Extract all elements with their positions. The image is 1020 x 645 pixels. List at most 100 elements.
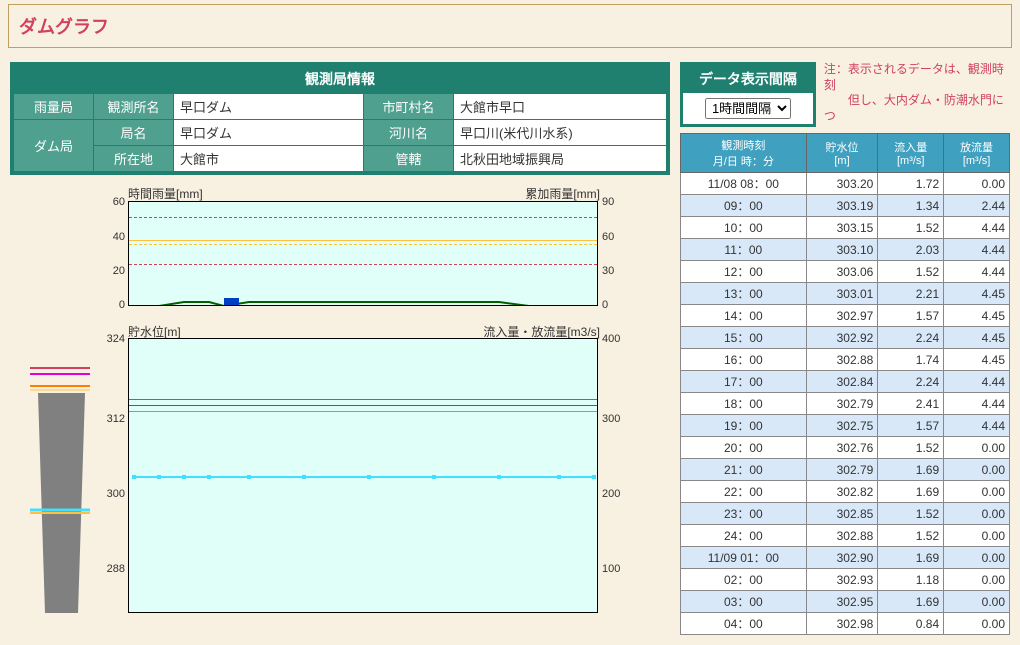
cell-time: 19：00	[681, 415, 807, 437]
cell-time: 20：00	[681, 437, 807, 459]
info-table: 雨量局 観測所名 早口ダム 市町村名 大館市早口 ダム局 局名 早口ダム 河川名…	[13, 93, 667, 172]
cell-outflow: 0.00	[944, 613, 1010, 635]
cell-inflow: 1.69	[878, 481, 944, 503]
cell-outflow: 4.45	[944, 283, 1010, 305]
cell-level: 303.15	[806, 217, 878, 239]
table-header: 流入量[m³/s]	[878, 134, 944, 173]
cell-outflow: 0.00	[944, 437, 1010, 459]
cell-inflow: 1.34	[878, 195, 944, 217]
cell-inflow: 1.69	[878, 459, 944, 481]
cell-outflow: 4.44	[944, 371, 1010, 393]
cell-inflow: 1.57	[878, 305, 944, 327]
cell-time: 13：00	[681, 283, 807, 305]
cell-outflow: 4.45	[944, 305, 1010, 327]
cell-level: 303.19	[806, 195, 878, 217]
table-row: 24：00302.881.520.00	[681, 525, 1010, 547]
cell-inflow: 1.52	[878, 525, 944, 547]
cell-inflow: 1.52	[878, 437, 944, 459]
cell-level: 302.76	[806, 437, 878, 459]
cell-time: 11/09 01：00	[681, 547, 807, 569]
table-row: 04：00302.980.840.00	[681, 613, 1010, 635]
info-title: 観測局情報	[13, 65, 667, 93]
cell-outflow: 0.00	[944, 481, 1010, 503]
cell-level: 302.79	[806, 459, 878, 481]
level-graph	[128, 338, 598, 613]
cell-inflow: 1.74	[878, 349, 944, 371]
table-row: 09：00303.191.342.44	[681, 195, 1010, 217]
cell-time: 15：00	[681, 327, 807, 349]
page-title: ダムグラフ	[19, 13, 1001, 39]
graph1-right-label: 累加雨量[mm]	[525, 185, 600, 202]
info-panel: 観測局情報 雨量局 観測所名 早口ダム 市町村名 大館市早口 ダム局 局名 早口…	[10, 62, 670, 175]
cell-inflow: 1.69	[878, 591, 944, 613]
table-row: 17：00302.842.244.44	[681, 371, 1010, 393]
info-label: 河川名	[364, 120, 454, 146]
cell-level: 302.88	[806, 349, 878, 371]
cell-outflow: 0.00	[944, 525, 1010, 547]
dam-cross-section	[30, 338, 100, 613]
data-table: 観測時刻月/日 時：分 貯水位[m] 流入量[m³/s] 放流量[m³/s] 1…	[680, 133, 1010, 635]
cell-inflow: 1.57	[878, 415, 944, 437]
info-label: 局名	[94, 120, 174, 146]
info-value: 北秋田地域振興局	[454, 146, 667, 172]
info-value: 大館市	[174, 146, 364, 172]
table-row: 19：00302.751.574.44	[681, 415, 1010, 437]
table-row: 23：00302.851.520.00	[681, 503, 1010, 525]
level-line	[129, 339, 597, 612]
cell-outflow: 0.00	[944, 503, 1010, 525]
table-row: 21：00302.791.690.00	[681, 459, 1010, 481]
cell-level: 303.10	[806, 239, 878, 261]
cell-time: 21：00	[681, 459, 807, 481]
rain-line	[129, 202, 597, 305]
cell-inflow: 2.24	[878, 327, 944, 349]
cell-inflow: 1.69	[878, 547, 944, 569]
cell-time: 04：00	[681, 613, 807, 635]
cell-inflow: 2.03	[878, 239, 944, 261]
cell-inflow: 2.24	[878, 371, 944, 393]
cell-time: 18：00	[681, 393, 807, 415]
interval-select[interactable]: 1時間間隔	[705, 98, 791, 119]
table-row: 16：00302.881.744.45	[681, 349, 1010, 371]
info-label: 所在地	[94, 146, 174, 172]
cell-level: 302.82	[806, 481, 878, 503]
table-row: 03：00302.951.690.00	[681, 591, 1010, 613]
info-rowspan-dam: ダム局	[14, 120, 94, 172]
cell-level: 302.79	[806, 393, 878, 415]
cell-time: 24：00	[681, 525, 807, 547]
info-label: 市町村名	[364, 94, 454, 120]
cell-level: 303.20	[806, 173, 878, 195]
info-label: 観測所名	[94, 94, 174, 120]
cell-level: 302.90	[806, 547, 878, 569]
cell-outflow: 4.44	[944, 261, 1010, 283]
cell-inflow: 1.52	[878, 261, 944, 283]
cell-time: 10：00	[681, 217, 807, 239]
cell-time: 11：00	[681, 239, 807, 261]
cell-time: 03：00	[681, 591, 807, 613]
cell-level: 303.01	[806, 283, 878, 305]
table-header-row: 観測時刻月/日 時：分 貯水位[m] 流入量[m³/s] 放流量[m³/s]	[681, 134, 1010, 173]
cell-outflow: 4.44	[944, 393, 1010, 415]
page-title-bar: ダムグラフ	[8, 4, 1012, 48]
cell-time: 14：00	[681, 305, 807, 327]
table-header: 貯水位[m]	[806, 134, 878, 173]
cell-inflow: 1.52	[878, 503, 944, 525]
table-header: 観測時刻月/日 時：分	[681, 134, 807, 173]
table-row: 12：00303.061.524.44	[681, 261, 1010, 283]
cell-level: 302.85	[806, 503, 878, 525]
cell-time: 16：00	[681, 349, 807, 371]
table-row: 14：00302.971.574.45	[681, 305, 1010, 327]
cell-level: 303.06	[806, 261, 878, 283]
table-row: 15：00302.922.244.45	[681, 327, 1010, 349]
cell-level: 302.95	[806, 591, 878, 613]
cell-level: 302.88	[806, 525, 878, 547]
table-row: 22：00302.821.690.00	[681, 481, 1010, 503]
table-row: 10：00303.151.524.44	[681, 217, 1010, 239]
table-row: 20：00302.761.520.00	[681, 437, 1010, 459]
cell-level: 302.92	[806, 327, 878, 349]
cell-outflow: 4.44	[944, 239, 1010, 261]
cell-time: 22：00	[681, 481, 807, 503]
graph-area: 時間雨量[mm] 累加雨量[mm] 60 40 20 0 90 60 30 0 …	[10, 183, 670, 613]
cell-level: 302.84	[806, 371, 878, 393]
interval-panel: データ表示間隔 1時間間隔	[680, 62, 816, 127]
cell-time: 09：00	[681, 195, 807, 217]
